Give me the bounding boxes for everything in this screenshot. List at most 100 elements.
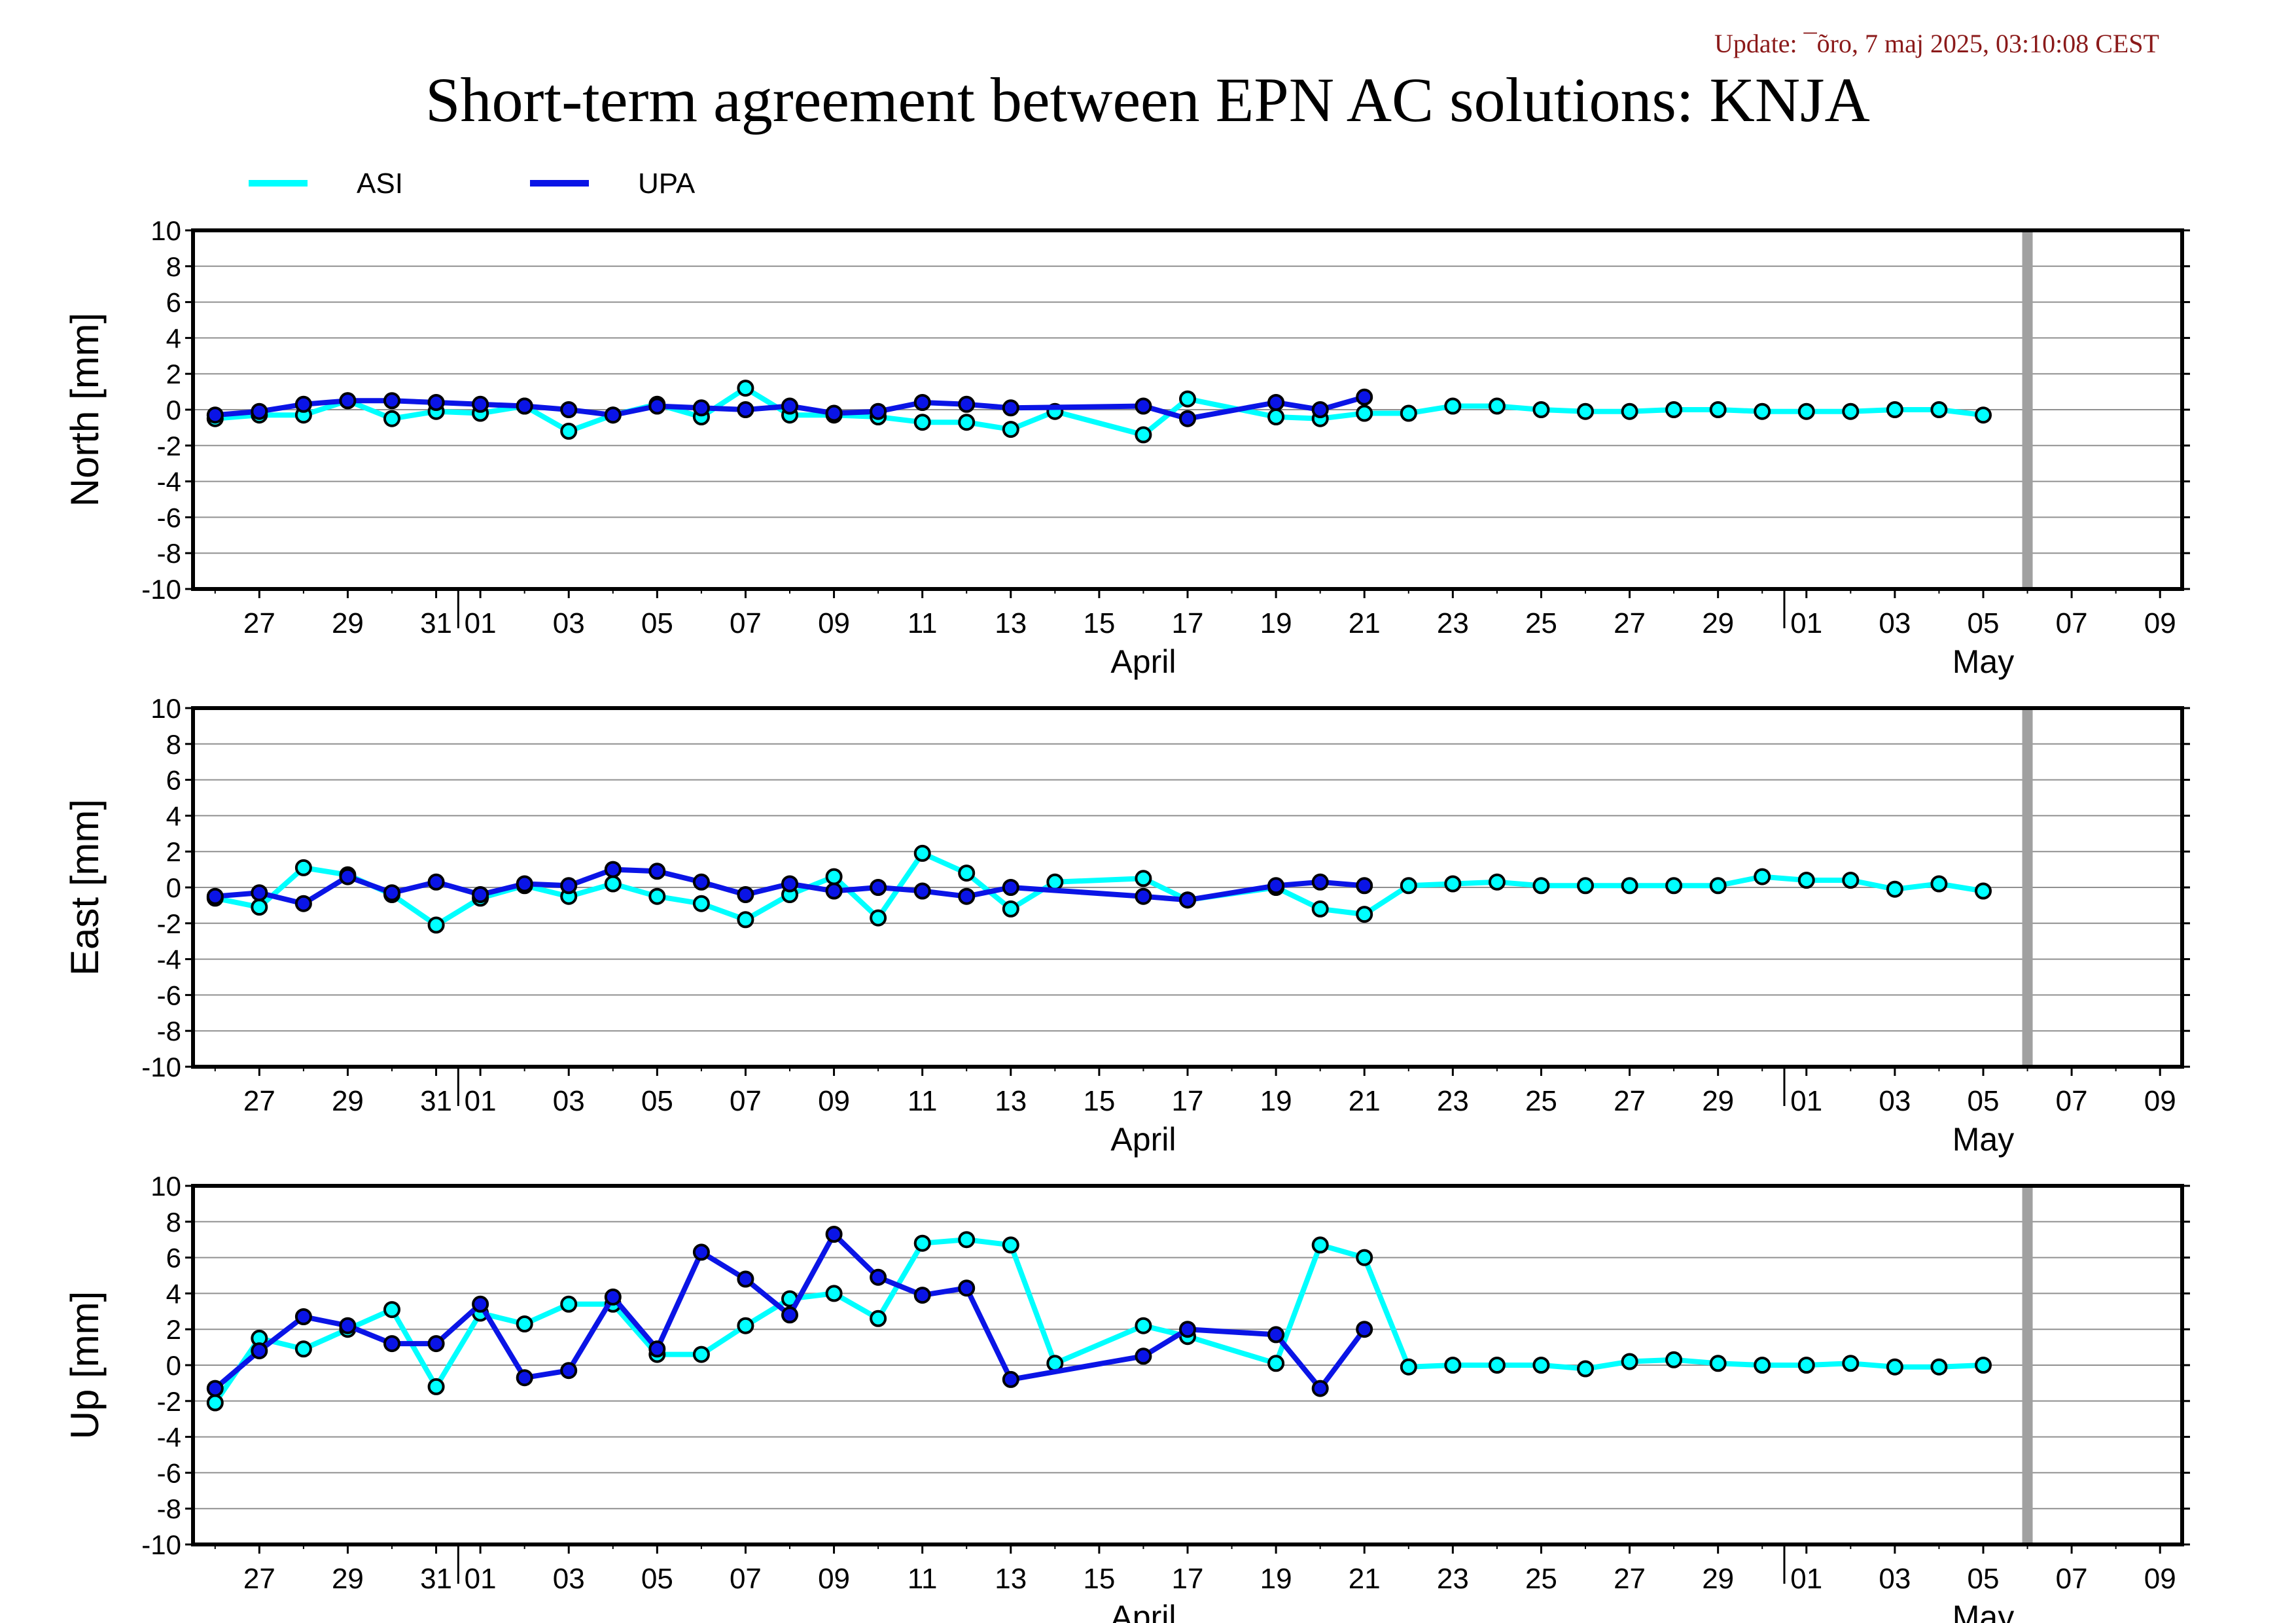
x-tick-label: 05 [641, 1085, 673, 1117]
y-tick-label: -4 [157, 944, 181, 975]
data-point-asi [1444, 875, 1462, 893]
x-tick-label: 01 [1790, 607, 1822, 639]
x-tick-label: 27 [1614, 1563, 1646, 1595]
y-tick-label: 10 [150, 215, 181, 246]
x-tick-label: 27 [243, 1085, 275, 1117]
data-point-asi [1577, 877, 1594, 895]
data-point-asi [1975, 406, 1992, 424]
data-point-asi [1754, 402, 1771, 420]
data-point-asi [1797, 1357, 1815, 1374]
data-point-upa [294, 1308, 312, 1325]
data-point-upa [1311, 873, 1329, 891]
data-point-upa [294, 895, 312, 912]
data-point-asi [692, 1346, 710, 1363]
data-point-upa [692, 1243, 710, 1261]
data-point-upa [427, 873, 445, 891]
month-label-may: May [1952, 1121, 2014, 1158]
data-point-upa [1135, 887, 1152, 905]
x-tick-label: 17 [1172, 1563, 1204, 1595]
x-tick-label: 03 [1879, 607, 1911, 639]
y-tick-label: 0 [166, 1350, 181, 1381]
data-point-asi [1621, 1353, 1638, 1370]
data-point-asi [1930, 401, 1948, 418]
legend-label-asi: ASI [357, 168, 403, 200]
data-point-asi [1267, 1355, 1285, 1372]
x-tick-label: 15 [1083, 1085, 1115, 1117]
y-tick-label: -6 [157, 502, 181, 533]
x-tick-label: 07 [2056, 607, 2088, 639]
x-tick-label: 31 [420, 1085, 452, 1117]
data-point-upa [516, 397, 533, 415]
panel-up: 10 8 6 4 2 0 -2 -4 -6 -8 -10 27 29 31 01 03 05 07 09 11 13 15… [63, 1171, 2190, 1623]
x-tick-label: 01 [465, 1563, 497, 1595]
panel-north: 10 8 6 4 2 0 -2 -4 -6 -8 -10 27 29 31 01 03 05 07 09 11 13 15… [63, 215, 2190, 680]
x-tick-label: 23 [1437, 607, 1469, 639]
data-point-upa [560, 401, 578, 418]
y-axis-label: North [mm] [63, 313, 107, 507]
legend-label-upa: UPA [638, 168, 696, 200]
x-tick-label: 07 [2056, 1563, 2088, 1595]
data-point-upa [383, 392, 400, 410]
panels: 10 8 6 4 2 0 -2 -4 -6 -8 -10 27 29 31 01 03 05 07 09 11 13 15… [63, 215, 2190, 1623]
data-point-upa [913, 1287, 931, 1304]
data-point-asi [1930, 1358, 1948, 1376]
data-point-upa [1179, 1321, 1196, 1338]
data-point-upa [427, 394, 445, 411]
data-point-upa [560, 877, 578, 895]
data-point-asi [1356, 906, 1373, 923]
data-point-upa [692, 399, 710, 417]
y-tick-label: -8 [157, 1016, 181, 1046]
x-tick-label: 01 [465, 607, 497, 639]
data-point-asi [1400, 877, 1417, 895]
data-point-asi [1975, 1357, 1992, 1374]
x-tick-label: 25 [1525, 607, 1557, 639]
x-tick-label: 03 [553, 1563, 585, 1595]
data-point-asi [1886, 880, 1903, 898]
data-point-asi [1797, 402, 1815, 420]
chart-title: Short-term agreement between EPN AC solu… [425, 65, 1870, 135]
data-point-asi [1709, 1355, 1727, 1372]
data-point-asi [1975, 882, 1992, 900]
y-tick-label: 10 [150, 1171, 181, 1202]
y-tick-label: -2 [157, 1386, 181, 1417]
plot-frame [191, 1184, 2184, 1546]
data-point-asi [1930, 875, 1948, 893]
x-tick-label: 01 [465, 1085, 497, 1117]
data-point-upa [1002, 879, 1019, 896]
data-point-upa [206, 1380, 224, 1397]
data-point-asi [427, 1378, 445, 1395]
data-point-asi [648, 887, 666, 905]
y-tick-label: -8 [157, 1493, 181, 1524]
data-point-asi [1356, 1249, 1373, 1266]
x-tick-label: 25 [1525, 1563, 1557, 1595]
data-point-asi [1356, 404, 1373, 422]
data-point-asi [913, 414, 931, 431]
data-point-asi [958, 414, 976, 431]
y-tick-label: 4 [166, 323, 181, 353]
data-point-asi [1488, 397, 1506, 415]
data-point-upa [206, 406, 224, 424]
x-tick-label: 21 [1349, 607, 1381, 639]
y-tick-label: 2 [166, 1314, 181, 1345]
x-tick-label: 15 [1083, 607, 1115, 639]
y-tick-label: -8 [157, 538, 181, 569]
data-point-upa [913, 882, 931, 900]
data-point-asi [1179, 390, 1196, 408]
data-point-asi [958, 1231, 976, 1249]
data-point-asi [1754, 868, 1771, 885]
legend: ASI UPA [249, 168, 696, 200]
y-tick-label: 0 [166, 395, 181, 425]
x-tick-label: 03 [553, 607, 585, 639]
data-point-asi [870, 909, 887, 927]
y-tick-label: 4 [166, 1278, 181, 1309]
data-point-asi [1532, 877, 1550, 895]
data-point-asi [383, 410, 400, 427]
data-point-asi [737, 911, 754, 929]
data-point-upa [516, 875, 533, 893]
data-point-asi [206, 1394, 224, 1412]
month-label-april: April [1110, 643, 1176, 680]
x-tick-label: 07 [730, 1085, 762, 1117]
data-point-upa [294, 395, 312, 413]
data-point-upa [781, 1306, 798, 1324]
